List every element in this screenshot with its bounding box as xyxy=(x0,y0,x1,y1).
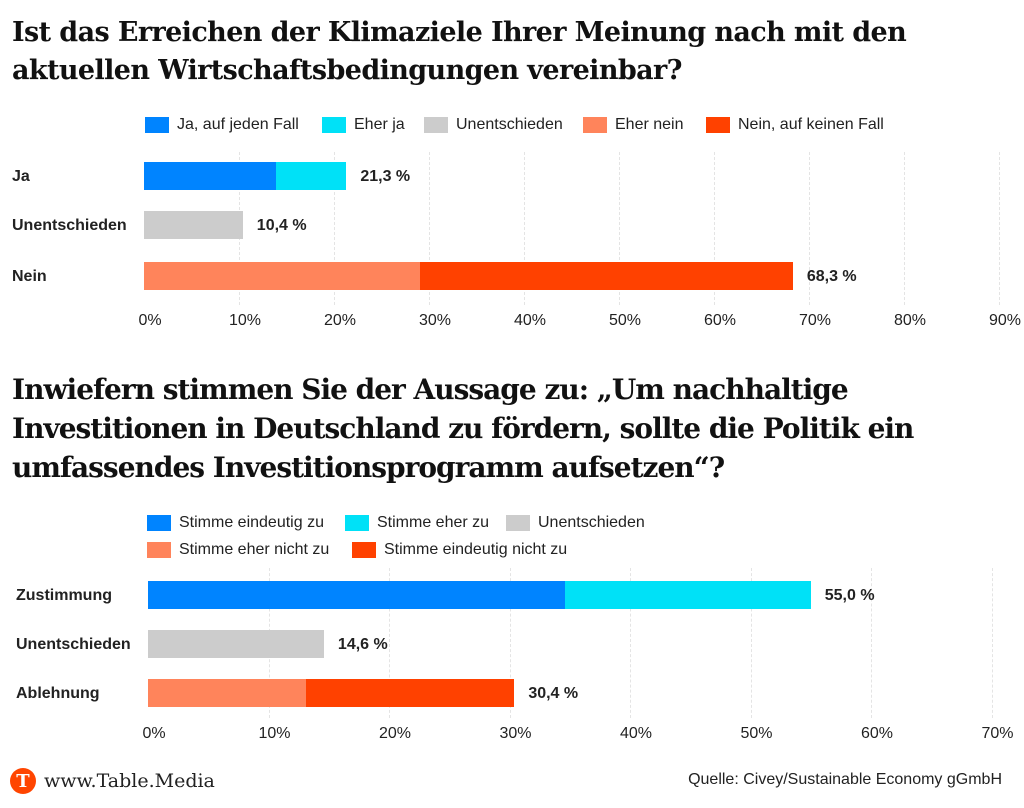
category-label: Zustimmung xyxy=(16,587,112,604)
value-label: 10,4 % xyxy=(256,217,307,234)
category-label: Unentschieden xyxy=(16,636,131,653)
legend-swatch xyxy=(147,542,171,558)
legend-item[interactable]: Eher ja xyxy=(322,116,405,134)
legend-item[interactable]: Eher nein xyxy=(583,116,684,134)
legend-item[interactable]: Ja, auf jeden Fall xyxy=(145,116,299,134)
x-tick-label: 0% xyxy=(142,725,166,742)
legend-label: Stimme eher nicht zu xyxy=(179,541,330,558)
legend-label: Stimme eindeutig nicht zu xyxy=(384,541,568,558)
legend-item[interactable]: Unentschieden xyxy=(506,514,645,532)
gridline xyxy=(509,568,511,718)
x-tick-label: 50% xyxy=(740,725,773,742)
category-label: Unentschieden xyxy=(12,217,127,234)
bar-segment[interactable] xyxy=(144,162,277,190)
x-tick-label: 70% xyxy=(798,312,832,329)
gridline xyxy=(904,152,905,305)
x-tick-label: 30% xyxy=(499,725,532,742)
x-tick-label: 60% xyxy=(703,312,737,329)
bar-segment[interactable] xyxy=(144,211,243,239)
bar-segment[interactable] xyxy=(420,262,793,290)
legend-label: Unentschieden xyxy=(538,514,645,531)
x-tick-label: 10% xyxy=(258,725,291,742)
legend-label: Eher ja xyxy=(354,116,405,133)
x-tick-label: 70% xyxy=(981,725,1014,742)
x-tick-label: 20% xyxy=(323,312,357,329)
x-tick-label: 10% xyxy=(228,312,262,329)
legend-swatch xyxy=(145,117,169,133)
legend-swatch xyxy=(583,117,607,133)
x-tick-label: 60% xyxy=(860,725,894,742)
legend-label: Stimme eindeutig zu xyxy=(179,514,324,531)
gridline xyxy=(389,568,390,718)
gridline xyxy=(871,568,872,718)
value-label: 68,3 % xyxy=(806,268,857,285)
value-label: 14,6 % xyxy=(337,636,388,653)
gridline xyxy=(999,152,1000,305)
x-tick-label: 0% xyxy=(138,312,162,329)
gridline xyxy=(809,152,810,305)
gridline xyxy=(334,152,335,305)
gridline xyxy=(429,152,430,305)
legend-label: Ja, auf jeden Fall xyxy=(177,116,299,133)
legend-swatch xyxy=(345,515,369,531)
bar-segment[interactable] xyxy=(276,162,347,190)
category-label: Ablehnung xyxy=(16,685,100,702)
chart-1-title: Ist das Erreichen der Klimaziele Ihrer M… xyxy=(12,17,907,86)
value-label: 30,4 % xyxy=(528,685,579,702)
category-label: Ja xyxy=(12,168,30,185)
x-tick-label: 40% xyxy=(619,725,653,742)
x-tick-label: 20% xyxy=(378,725,412,742)
legend-item[interactable]: Unentschieden xyxy=(424,116,563,134)
bar-segment[interactable] xyxy=(148,581,565,609)
legend-item[interactable]: Nein, auf keinen Fall xyxy=(706,116,884,134)
legend-swatch xyxy=(147,515,171,531)
bar-segment[interactable] xyxy=(148,630,324,658)
x-tick-label: 80% xyxy=(893,312,927,329)
gridline xyxy=(619,152,620,305)
x-tick-label: 50% xyxy=(608,312,642,329)
x-tick-label: 30% xyxy=(418,312,452,329)
bar-segment[interactable] xyxy=(305,679,515,707)
legend-item[interactable]: Stimme eindeutig nicht zu xyxy=(352,541,567,559)
x-tick-label: 90% xyxy=(988,312,1022,329)
value-label: 55,0 % xyxy=(824,587,875,604)
site-url[interactable]: www.Table.Media xyxy=(44,770,215,792)
x-tick-label: 40% xyxy=(513,312,547,329)
gridline xyxy=(524,152,525,305)
legend-label: Nein, auf keinen Fall xyxy=(738,116,884,133)
legend-item[interactable]: Stimme eher zu xyxy=(345,514,489,532)
gridline xyxy=(991,568,993,718)
gridline xyxy=(630,568,631,718)
legend-item[interactable]: Stimme eher nicht zu xyxy=(147,541,329,559)
legend-swatch xyxy=(424,117,448,133)
chart-2-title: Inwiefern stimmen Sie der Aussage zu: „U… xyxy=(12,373,914,484)
source-note: Quelle: Civey/Sustainable Economy gGmbH xyxy=(688,771,1002,788)
legend-swatch xyxy=(352,542,376,558)
value-label: 21,3 % xyxy=(360,168,411,185)
gridline xyxy=(750,568,752,718)
legend-swatch xyxy=(706,117,730,133)
legend-swatch xyxy=(506,515,530,531)
bar-segment[interactable] xyxy=(564,581,811,609)
legend-label: Eher nein xyxy=(615,116,684,133)
legend-swatch xyxy=(322,117,346,133)
bar-segment[interactable] xyxy=(144,262,421,290)
brand: T www.Table.Media xyxy=(10,768,215,794)
table-media-logo-icon: T xyxy=(10,768,36,794)
legend-label: Stimme eher zu xyxy=(377,514,490,531)
legend-item[interactable]: Stimme eindeutig zu xyxy=(147,514,324,532)
category-label: Nein xyxy=(12,268,47,285)
bar-segment[interactable] xyxy=(148,679,306,707)
legend-label: Unentschieden xyxy=(456,116,563,133)
gridline xyxy=(714,152,715,305)
